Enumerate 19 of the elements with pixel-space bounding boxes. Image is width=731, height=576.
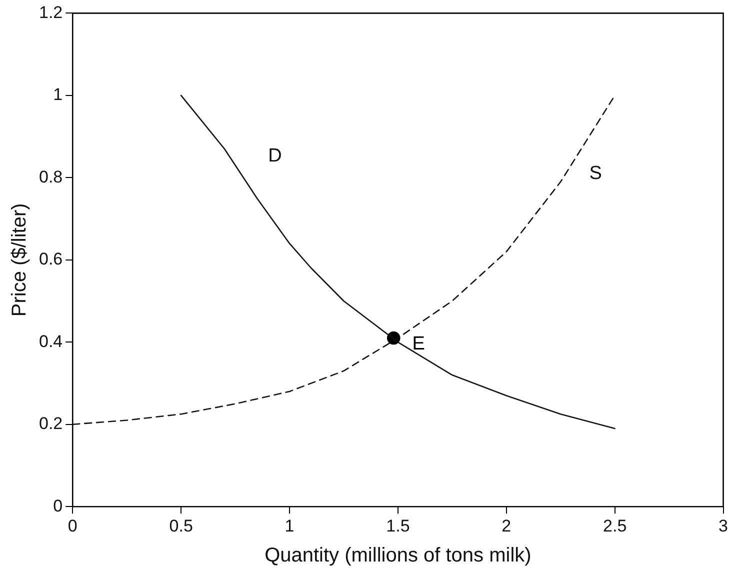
series-label: E [412,333,425,354]
series-label: S [589,163,602,184]
x-tick-label: 0 [68,516,78,536]
x-tick-label: 3 [718,516,728,536]
x-tick-label: 1.5 [386,516,410,536]
series-label: D [268,145,282,166]
y-tick-label: 0 [53,496,63,516]
y-tick-label: 0.4 [38,332,63,351]
x-tick-label: 2.5 [603,516,627,536]
y-axis-title: Price ($/liter) [8,203,31,317]
y-tick-label: 0.8 [38,167,63,186]
y-tick-label: 1.2 [38,2,63,22]
x-tick-label: 1 [284,516,294,536]
y-tick-label: 1 [53,85,63,104]
y-tick-label: 0.2 [38,414,63,434]
x-tick-label: 2 [502,516,512,536]
y-tick-label: 0.6 [38,250,63,269]
x-tick-label: 0.5 [169,516,193,536]
x-axis-title: Quantity (millions of tons milk) [264,544,532,567]
